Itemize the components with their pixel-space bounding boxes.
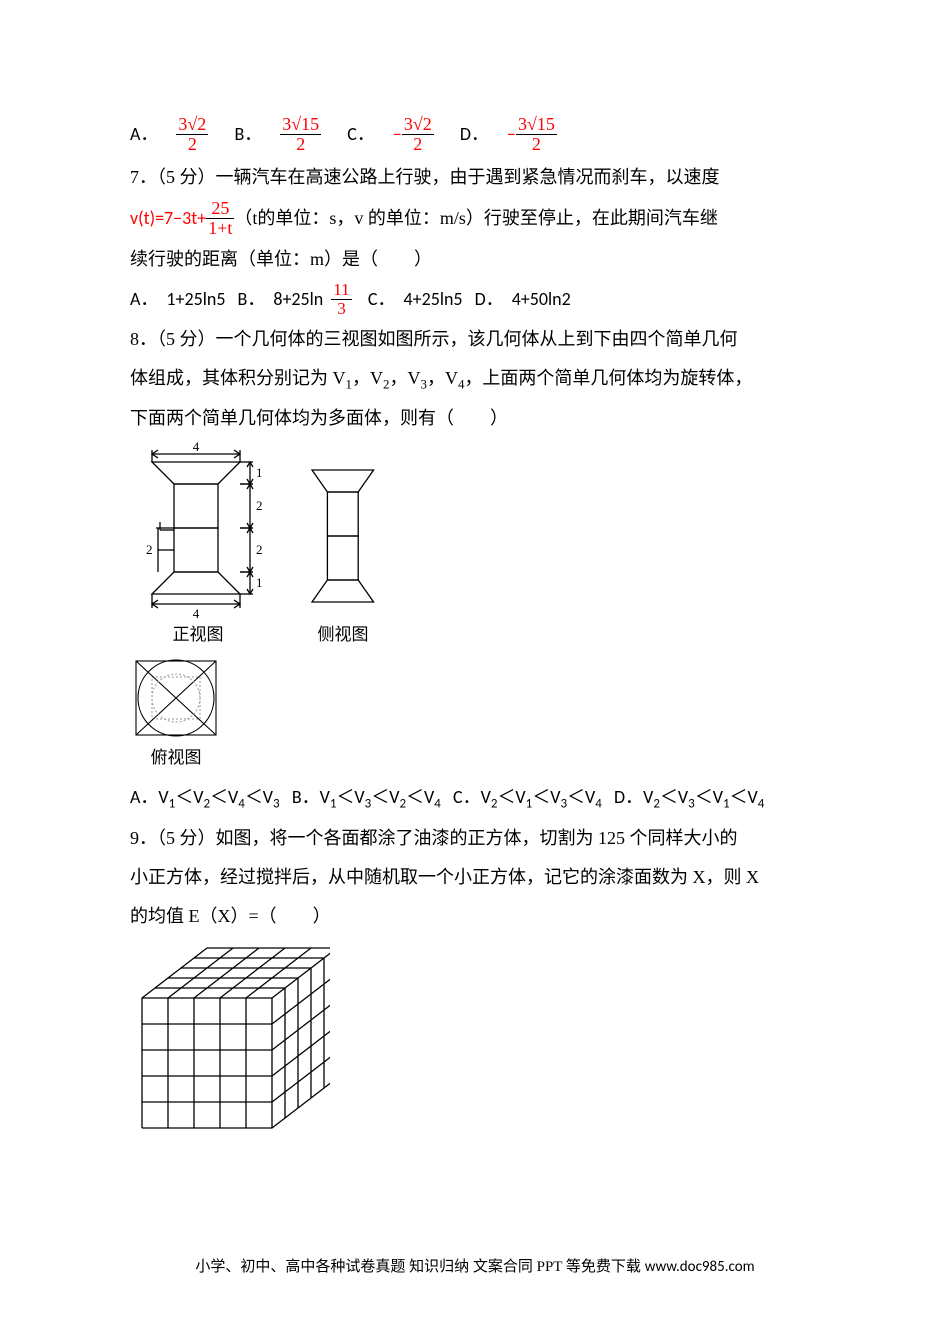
svg-text:1: 1	[256, 465, 263, 480]
svg-text:2: 2	[146, 542, 153, 557]
opt-a-label: A．	[130, 117, 158, 152]
side-view-label: 侧视图	[310, 618, 376, 651]
svg-text:4: 4	[193, 442, 200, 454]
q9-line2: 小正方体，经过搅拌后，从中随机取一个小正方体，记它的涂漆面数为 X，则 X	[130, 860, 820, 895]
q8-line3: 下面两个简单几何体均为多面体，则有（ ）	[130, 401, 820, 436]
opt-d-value: − 3√15 2	[507, 115, 557, 154]
q7-line2: v(t)=7−3t+ 25 1+t （t的单位：s，v 的单位：m/s）行驶至停…	[130, 199, 820, 238]
top-view-label: 俯视图	[130, 741, 222, 774]
front-view-label: 正视图	[130, 618, 266, 651]
q7-line3: 续行驶的距离（单位：m）是（ ）	[130, 242, 820, 277]
q7-eq-frac: 25 1+t	[206, 199, 234, 238]
opt-b-value: 3√15 2	[280, 115, 321, 154]
opt-a-value: 3√2 2	[176, 115, 208, 154]
q7-line1: 7．（5 分）一辆汽车在高速公路上行驶，由于遇到紧急情况而刹车，以速度	[130, 160, 820, 195]
q8-three-views: 4 1 2 2 1 2 4 正视图 侧视图	[130, 442, 820, 651]
svg-text:1: 1	[256, 575, 263, 590]
q9-line1: 9．（5 分）如图，将一个各面都涂了油漆的正方体，切割为 125 个同样大小的	[130, 821, 820, 856]
svg-text:2: 2	[256, 542, 263, 557]
q8-options: A．V1＜V2＜V4＜V3 B．V1＜V3＜V2＜V4 C．V2＜V1＜V3＜V…	[130, 780, 820, 817]
page-footer: 小学、初中、高中各种试卷真题 知识归纳 文案合同 PPT 等免费下载 www.d…	[0, 1255, 950, 1276]
q8-line2: 体组成，其体积分别记为 V1，V2，V3，V4，上面两个简单几何体均为旋转体，	[130, 361, 820, 397]
opt-b-label: B．	[226, 117, 262, 152]
side-view: 侧视图	[310, 466, 376, 651]
svg-text:2: 2	[256, 498, 263, 513]
q7-options: A．1+25ln5 B．8+25ln 11 3 C．4+25ln5 D．4+50…	[130, 281, 820, 318]
top-view: 俯视图	[130, 655, 820, 774]
opt-c-label: C．	[339, 117, 375, 152]
q8-line1: 8．（5 分）一个几何体的三视图如图所示，该几何体从上到下由四个简单几何	[130, 322, 820, 357]
q6-options: A． 3√2 2 B． 3√15 2 C． − 3√2 2 D． − 3√15 …	[130, 115, 820, 154]
front-view: 4 1 2 2 1 2 4 正视图	[130, 442, 266, 651]
q7-eq-pre: v(t)=7−3t+	[130, 201, 206, 236]
q9-line3: 的均值 E（X）=（ ）	[130, 899, 820, 934]
svg-text:4: 4	[193, 606, 200, 618]
opt-d-label: D．	[452, 117, 489, 152]
q9-cube	[130, 940, 820, 1154]
q7-eq-post: （t的单位：s，v 的单位：m/s）行驶至停止，在此期间汽车继	[234, 201, 718, 236]
opt-c-value: − 3√2 2	[393, 115, 434, 154]
